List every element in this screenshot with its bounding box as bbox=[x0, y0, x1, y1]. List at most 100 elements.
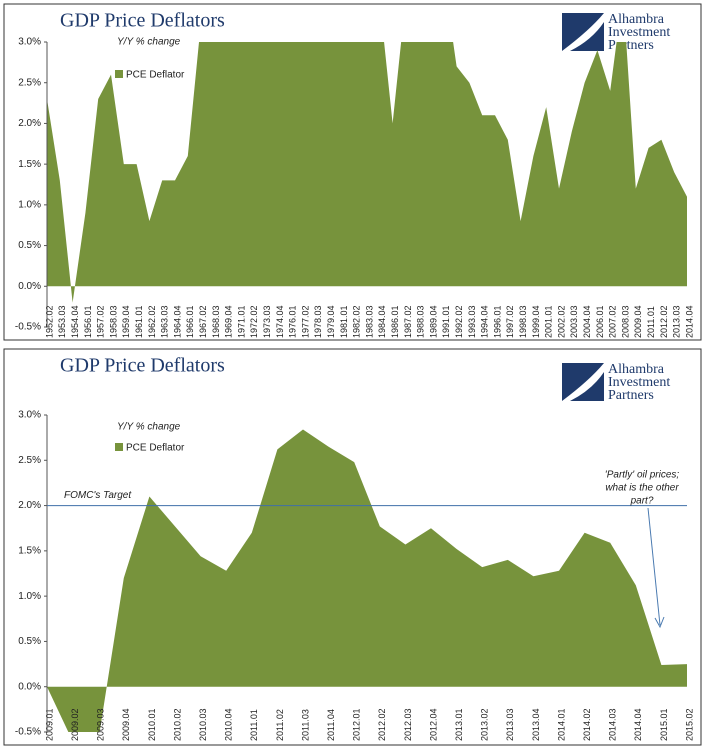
x-tick-label: 2011.03 bbox=[300, 709, 310, 741]
y-tick-label: 3.0% bbox=[18, 37, 41, 48]
x-tick-label: 1989.04 bbox=[428, 305, 438, 338]
x-tick-label: 1998.03 bbox=[518, 305, 528, 338]
x-tick-label: 2008.03 bbox=[620, 305, 630, 338]
logo-text: Partners bbox=[608, 388, 654, 403]
annotation-arrowhead bbox=[654, 616, 665, 629]
y-tick-label: 2.5% bbox=[18, 455, 41, 466]
y-tick-label: -0.5% bbox=[15, 322, 41, 333]
x-tick-label: 1959.04 bbox=[121, 305, 131, 338]
x-tick-label: 2011.04 bbox=[326, 709, 336, 741]
y-tick-label: 2.0% bbox=[18, 500, 41, 511]
x-tick-label: 1968.03 bbox=[211, 305, 221, 338]
x-tick-label: 1983.03 bbox=[364, 305, 374, 338]
legend-swatch bbox=[115, 443, 123, 451]
x-tick-label: 2013.02 bbox=[480, 708, 490, 741]
y-tick-label: 3.0% bbox=[18, 410, 41, 421]
x-tick-label: 2009.04 bbox=[121, 708, 131, 741]
subtitle: Y/Y % change bbox=[117, 422, 181, 433]
legend-label: PCE Deflator bbox=[126, 443, 185, 454]
x-tick-label: 1957.02 bbox=[96, 305, 106, 338]
x-tick-label: 2010.04 bbox=[224, 708, 234, 741]
x-tick-label: 2009.01 bbox=[44, 708, 54, 741]
x-tick-label: 2004.04 bbox=[582, 305, 592, 338]
area bbox=[47, 429, 687, 732]
x-tick-label: 1993.03 bbox=[467, 305, 477, 338]
logo-text: Alhambra bbox=[608, 12, 665, 27]
x-tick-label: 1999.04 bbox=[531, 305, 541, 338]
y-tick-label: 1.0% bbox=[18, 199, 41, 210]
logo-icon bbox=[562, 13, 604, 401]
panel-frame bbox=[3, 3, 702, 341]
x-tick-label: 2013.01 bbox=[454, 708, 464, 741]
x-tick-label: 2015.01 bbox=[659, 708, 669, 741]
x-tick-label: 1974.04 bbox=[275, 305, 285, 338]
x-tick-label: 1997.02 bbox=[505, 305, 515, 338]
x-tick-label: 1966.01 bbox=[185, 305, 195, 338]
x-tick-label: 2013.04 bbox=[531, 708, 541, 741]
annotation: 'Partly' oil prices; bbox=[605, 470, 680, 481]
x-tick-label: 2015.02 bbox=[684, 708, 694, 741]
x-tick-label: 1996.01 bbox=[492, 305, 502, 338]
x-tick-label: 2013.03 bbox=[672, 305, 682, 338]
x-tick-label: 1962.02 bbox=[147, 305, 157, 338]
x-tick-label: 1977.02 bbox=[300, 305, 310, 338]
x-tick-label: 2014.04 bbox=[633, 708, 643, 741]
x-tick-label: 2002.02 bbox=[556, 305, 566, 338]
x-tick-label: 1952.02 bbox=[44, 305, 54, 338]
x-tick-label: 1992.02 bbox=[454, 305, 464, 338]
x-tick-label: 2014.04 bbox=[684, 305, 694, 338]
x-tick-label: 1982.02 bbox=[352, 305, 362, 338]
x-tick-label: 2014.02 bbox=[582, 708, 592, 741]
x-tick-label: 2003.03 bbox=[569, 305, 579, 338]
x-tick-label: 1986.01 bbox=[390, 305, 400, 338]
target-label: FOMC's Target bbox=[64, 490, 132, 501]
x-tick-label: 2001.01 bbox=[544, 305, 554, 338]
x-tick-label: 1967.02 bbox=[198, 305, 208, 338]
logo-text: Investment bbox=[608, 375, 670, 390]
x-tick-label: 1964.04 bbox=[172, 305, 182, 338]
x-tick-label: 2014.03 bbox=[608, 708, 618, 741]
x-tick-label: 2011.02 bbox=[275, 709, 285, 741]
x-tick-label: 1961.01 bbox=[134, 305, 144, 338]
chart-title: GDP Price Deflators bbox=[60, 355, 225, 377]
y-tick-label: 0.5% bbox=[18, 636, 41, 647]
y-tick-label: 1.5% bbox=[18, 159, 41, 170]
x-tick-label: 2011.01 bbox=[646, 306, 656, 338]
annotation: what is the other bbox=[605, 483, 679, 494]
x-tick-label: 1978.03 bbox=[313, 305, 323, 338]
x-tick-label: 1979.04 bbox=[326, 305, 336, 338]
annotation-arrow bbox=[647, 507, 661, 626]
x-tick-label: 1991.01 bbox=[441, 305, 451, 338]
x-tick-label: 2009.02 bbox=[70, 708, 80, 741]
x-tick-label: 2014.01 bbox=[556, 708, 566, 741]
x-tick-label: 1954.04 bbox=[70, 305, 80, 338]
x-tick-label: 1988.03 bbox=[416, 305, 426, 338]
x-tick-label: 2007.02 bbox=[608, 305, 618, 338]
y-tick-label: 1.5% bbox=[18, 545, 41, 556]
x-tick-label: 1963.03 bbox=[160, 305, 170, 338]
x-tick-label: 2012.01 bbox=[352, 708, 362, 741]
chart-title: GDP Price Deflators bbox=[60, 10, 225, 32]
x-tick-label: 2013.03 bbox=[505, 708, 515, 741]
x-tick-label: 1994.04 bbox=[480, 305, 490, 338]
x-tick-label: 2012.02 bbox=[377, 708, 387, 741]
x-tick-label: 2012.02 bbox=[659, 305, 669, 338]
x-tick-label: 2009.03 bbox=[96, 708, 106, 741]
panel-frame bbox=[3, 348, 702, 746]
area bbox=[47, 42, 687, 303]
legend-swatch bbox=[115, 70, 123, 78]
x-tick-label: 1973.03 bbox=[262, 305, 272, 338]
subtitle: Y/Y % change bbox=[117, 37, 181, 48]
y-tick-label: -0.5% bbox=[15, 727, 41, 738]
x-tick-label: 1958.03 bbox=[108, 305, 118, 338]
x-tick-label: 1956.01 bbox=[83, 305, 93, 338]
x-tick-label: 1987.02 bbox=[403, 305, 413, 338]
logo-text: Partners bbox=[608, 38, 654, 53]
y-tick-label: 0.0% bbox=[18, 281, 41, 292]
y-tick-label: 0.0% bbox=[18, 681, 41, 692]
x-tick-label: 2009.04 bbox=[633, 305, 643, 338]
y-tick-label: 1.0% bbox=[18, 591, 41, 602]
x-tick-label: 1953.03 bbox=[57, 305, 67, 338]
x-tick-label: 2006.01 bbox=[595, 305, 605, 338]
